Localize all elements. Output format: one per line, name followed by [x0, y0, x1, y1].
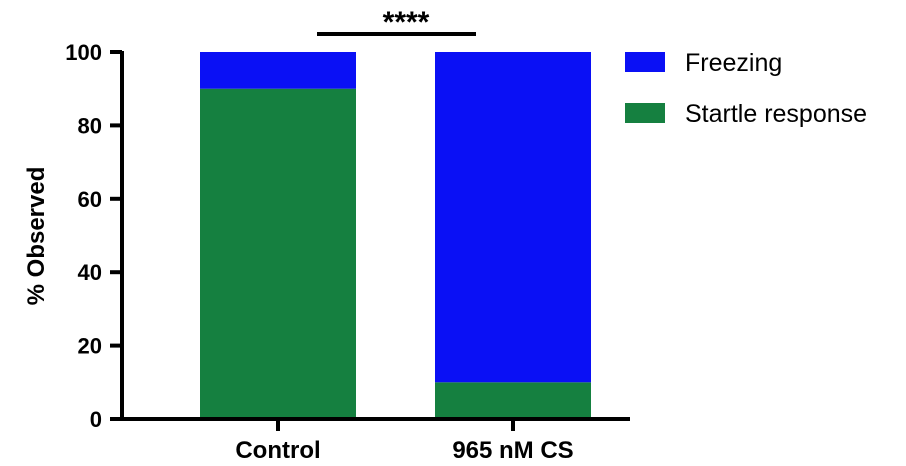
bar-965-nm-cs-freezing	[435, 52, 591, 383]
x-category-label: Control	[235, 437, 320, 464]
y-tick-label: 100	[65, 40, 102, 65]
bar-control-freezing	[200, 52, 356, 89]
y-tick-label: 60	[78, 187, 102, 212]
axes	[120, 51, 630, 421]
legend-swatch-freezing	[625, 52, 665, 72]
bar-control-startle-response	[200, 88, 356, 419]
y-tick-label: 0	[90, 407, 102, 432]
legend-swatch-startle-response	[625, 103, 665, 123]
legend-label-startle-response: Startle response	[685, 100, 867, 128]
significance-annotation: ****	[317, 6, 476, 39]
y-tick-label: 20	[78, 334, 102, 359]
y-tick-label: 80	[78, 113, 102, 138]
y-ticks: 0 20 40 60 80 100	[65, 40, 122, 432]
significance-stars: ****	[383, 6, 430, 39]
x-categories: Control 965 nM CS	[235, 419, 574, 464]
bar-965-nm-cs-startle-response	[435, 382, 591, 419]
y-axis-title: % Observed	[23, 167, 50, 306]
x-category-label: 965 nM CS	[452, 437, 573, 464]
legend-label-freezing: Freezing	[685, 49, 782, 77]
legend: Freezing Startle response	[625, 49, 867, 128]
y-tick-label: 40	[78, 260, 102, 285]
bars-layer	[200, 52, 591, 419]
